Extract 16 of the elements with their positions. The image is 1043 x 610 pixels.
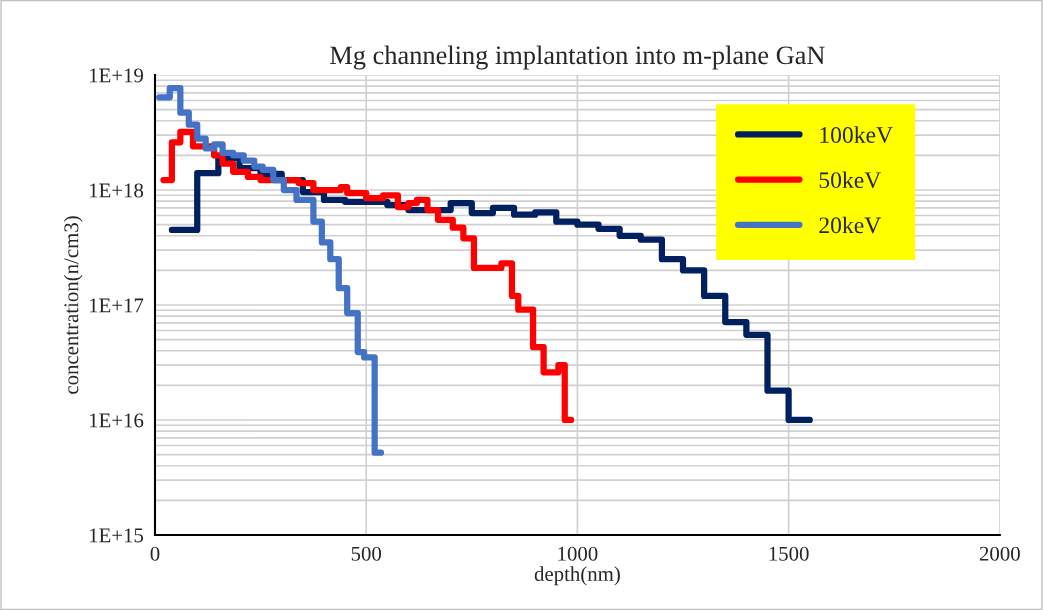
y-tick-label: 1E+19 [89, 68, 144, 83]
y-tick-label: 1E+15 [89, 528, 144, 543]
legend-label: 20keV [819, 216, 882, 234]
y-tick-label: 1E+16 [89, 413, 144, 428]
x-axis-title: depth(nm) [534, 566, 620, 586]
legend-label: 50keV [819, 171, 882, 189]
x-tick-label: 2000 [979, 546, 1020, 561]
x-tick-label: 0 [150, 546, 160, 561]
x-tick-label: 1000 [558, 546, 598, 561]
y-tick-label: 1E+18 [89, 183, 144, 198]
y-axis-title: concentration(n/cm3) [63, 216, 83, 394]
y-tick-label: 1E+17 [89, 298, 144, 313]
x-tick-label: 1500 [769, 546, 809, 561]
legend-label: 100keV [820, 126, 893, 144]
chart-title: Mg channeling implantation into m-plane GaN [330, 45, 825, 70]
x-tick-label: 500 [351, 546, 382, 561]
